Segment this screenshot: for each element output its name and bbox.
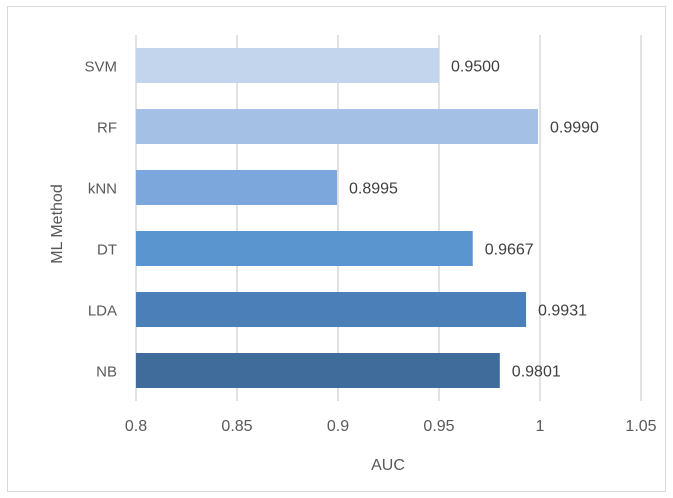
category-label-nb: NB bbox=[96, 364, 117, 381]
data-label-nb: 0.9801 bbox=[512, 364, 561, 381]
auc-bar-chart: 0.9500 0.9990 0.8995 0.9667 0.9931 0.9801 SVM… bbox=[49, 35, 657, 474]
data-label-svm: 0.9500 bbox=[451, 59, 500, 76]
y-axis-title: ML Method bbox=[49, 184, 66, 263]
bar-dt bbox=[136, 231, 473, 266]
bar-svm bbox=[136, 48, 439, 83]
x-tick-label-5: 1.05 bbox=[625, 418, 656, 435]
chart-frame: 0.9500 0.9990 0.8995 0.9667 0.9931 0.9801 SVM… bbox=[7, 6, 666, 492]
x-tick-label-0: 0.8 bbox=[125, 418, 147, 435]
category-label-rf: RF bbox=[97, 120, 117, 137]
category-label-knn: kNN bbox=[88, 181, 117, 198]
data-label-knn: 0.8995 bbox=[349, 181, 398, 198]
x-tick-label-2: 0.9 bbox=[327, 418, 349, 435]
data-label-lda: 0.9931 bbox=[538, 303, 587, 320]
data-labels: 0.9500 0.9990 0.8995 0.9667 0.9931 0.9801 bbox=[349, 59, 599, 381]
x-tick-label-1: 0.85 bbox=[221, 418, 252, 435]
bars bbox=[136, 48, 538, 388]
x-tick-label-3: 0.95 bbox=[423, 418, 454, 435]
bar-nb bbox=[136, 353, 500, 388]
x-axis-title: AUC bbox=[371, 457, 405, 474]
bar-knn bbox=[136, 170, 337, 205]
category-label-svm: SVM bbox=[84, 59, 117, 76]
bar-rf bbox=[136, 109, 538, 144]
category-labels: SVM RF kNN DT LDA NB bbox=[84, 59, 117, 381]
data-label-dt: 0.9667 bbox=[485, 242, 534, 259]
bar-lda bbox=[136, 292, 527, 327]
category-label-lda: LDA bbox=[88, 303, 117, 320]
x-tick-label-4: 1 bbox=[536, 418, 545, 435]
x-tick-labels: 0.8 0.85 0.9 0.95 1 1.05 bbox=[125, 418, 657, 435]
category-label-dt: DT bbox=[97, 242, 117, 259]
gridlines bbox=[135, 35, 642, 401]
data-label-rf: 0.9990 bbox=[550, 120, 599, 137]
